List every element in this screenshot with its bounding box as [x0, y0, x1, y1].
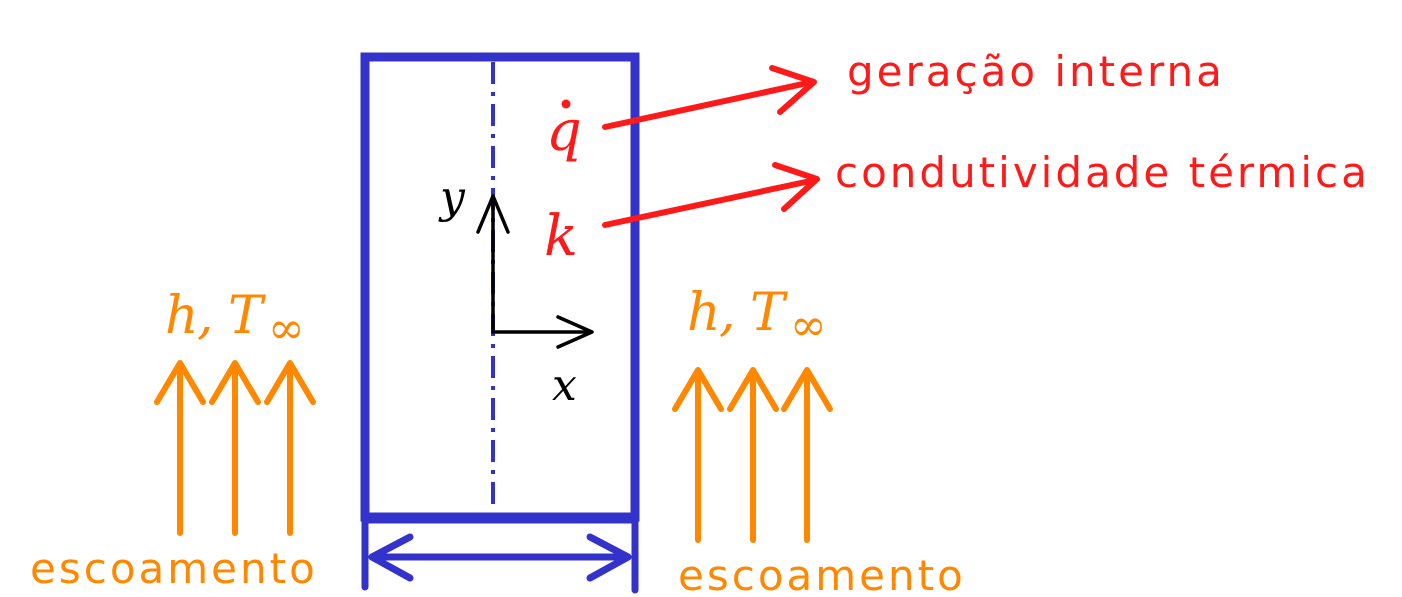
- heat-generation-symbol: q: [546, 99, 582, 164]
- right-flow-label: escoamento: [678, 551, 966, 597]
- y-axis-arrowhead: [476, 194, 510, 234]
- left-flow-label: escoamento: [30, 544, 318, 593]
- left-infinity-symbol: ∞: [268, 303, 305, 354]
- right-h-symbol: h: [687, 283, 721, 343]
- width-dimension-arrow: [361, 515, 639, 594]
- right-convection: h , T ∞ escoamento: [672, 283, 966, 597]
- right-flow-arrows: [672, 367, 833, 543]
- annotation-arrows: [602, 65, 820, 228]
- left-convection: h , T ∞ escoamento: [30, 286, 318, 593]
- generation-arrowhead: [769, 65, 817, 115]
- generation-arrow-line: [602, 79, 815, 130]
- coordinate-axes: [476, 194, 594, 349]
- right-T-symbol: T: [750, 283, 788, 343]
- y-axis-label: y: [438, 172, 466, 223]
- left-T-symbol: T: [228, 286, 266, 346]
- plate-outline: [360, 52, 640, 522]
- plate: [360, 52, 640, 524]
- left-comma: ,: [197, 286, 214, 346]
- conductivity-arrow-line: [602, 177, 818, 228]
- conductivity-symbol: k: [544, 204, 578, 269]
- right-comma: ,: [719, 283, 736, 343]
- left-flow-arrows: [154, 360, 316, 536]
- left-h-symbol: h: [165, 286, 199, 346]
- x-axis-arrowhead: [556, 315, 594, 349]
- x-axis-label: x: [552, 360, 577, 411]
- generation-label: geração interna: [847, 47, 1225, 96]
- heat-generation-dot: [561, 99, 571, 109]
- conductivity-label: condutividade térmica: [835, 148, 1370, 197]
- conductivity-arrowhead: [772, 162, 820, 212]
- right-infinity-symbol: ∞: [790, 300, 827, 351]
